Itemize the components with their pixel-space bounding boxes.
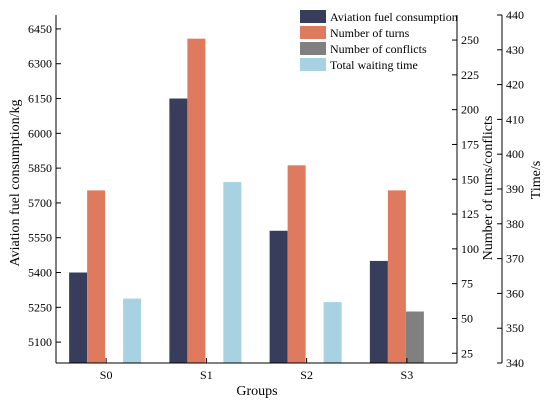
legend-swatch-3 [300,58,326,71]
fuel-tick-label: 6000 [28,126,52,140]
x-tick-label: S2 [300,368,313,382]
legend-label-2: Number of conflicts [330,42,427,56]
fuel-tick-label: 5850 [28,161,52,175]
bar-s1-3 [223,182,242,363]
x-tick-label: S1 [200,368,213,382]
axes-layer: S0 S1 S2 S3 5100 5250 5400 5550 5700 5850 6000 6150… [28,8,524,382]
time-tick-label: 370 [506,252,524,266]
legend-label-1: Number of turns [330,26,410,40]
fuel-tick-label: 5100 [28,335,52,349]
count-tick-label: 25 [461,346,473,360]
legend-swatch-2 [300,42,326,55]
bar-s0-3 [123,298,142,363]
y-axis-right-title: Number of turns/conflicts [481,116,496,261]
fuel-tick-label: 6150 [28,92,52,106]
legend-swatch-1 [300,26,326,39]
time-tick-label: 430 [506,43,524,57]
fuel-tick-label: 5700 [28,196,52,210]
time-tick-label: 350 [506,321,524,335]
time-tick-label: 380 [506,217,524,231]
legend-label-0: Aviation fuel consumption [330,10,458,24]
time-tick-label: 440 [506,8,524,22]
count-tick-label: 150 [461,172,479,186]
count-tick-label: 175 [461,137,479,151]
bar-s3-1 [387,190,406,363]
bar-s3-2 [405,311,424,363]
bar-s2-1 [287,165,306,363]
time-tick-label: 390 [506,182,524,196]
y-axis-left-title: Aviation fuel consumption/kg [8,100,23,267]
time-tick-label: 420 [506,78,524,92]
bar-s3-0 [369,260,388,363]
bar-s1-0 [169,98,188,364]
legend-label-3: Total waiting time [330,58,418,72]
bar-s2-3 [323,302,342,363]
count-tick-label: 250 [461,33,479,47]
fuel-tick-label: 6450 [28,22,52,36]
count-tick-label: 50 [461,311,473,325]
legend: Aviation fuel consumption Number of turns… [300,10,458,72]
fuel-tick-label: 5550 [28,231,52,245]
fuel-tick-label: 5250 [28,300,52,314]
x-axis-title: Groups [236,384,277,399]
count-tick-label: 75 [461,277,473,291]
time-tick-label: 400 [506,147,524,161]
bar-s0-0 [69,272,88,363]
count-tick-label: 125 [461,207,479,221]
bar-s2-0 [269,230,288,363]
bar-s1-1 [187,38,206,363]
time-tick-label: 340 [506,356,524,370]
bar-s0-1 [87,190,106,363]
legend-swatch-0 [300,10,326,23]
time-tick-label: 410 [506,112,524,126]
count-tick-label: 225 [461,68,479,82]
x-tick-label: S3 [401,368,414,382]
fuel-tick-label: 6300 [28,57,52,71]
count-tick-label: 100 [461,242,479,256]
count-tick-label: 200 [461,103,479,117]
x-tick-label: S0 [100,368,113,382]
fuel-tick-label: 5400 [28,266,52,280]
y-axis-time-title: Time/s [529,161,544,199]
time-tick-label: 360 [506,286,524,300]
bars-layer [69,38,424,364]
